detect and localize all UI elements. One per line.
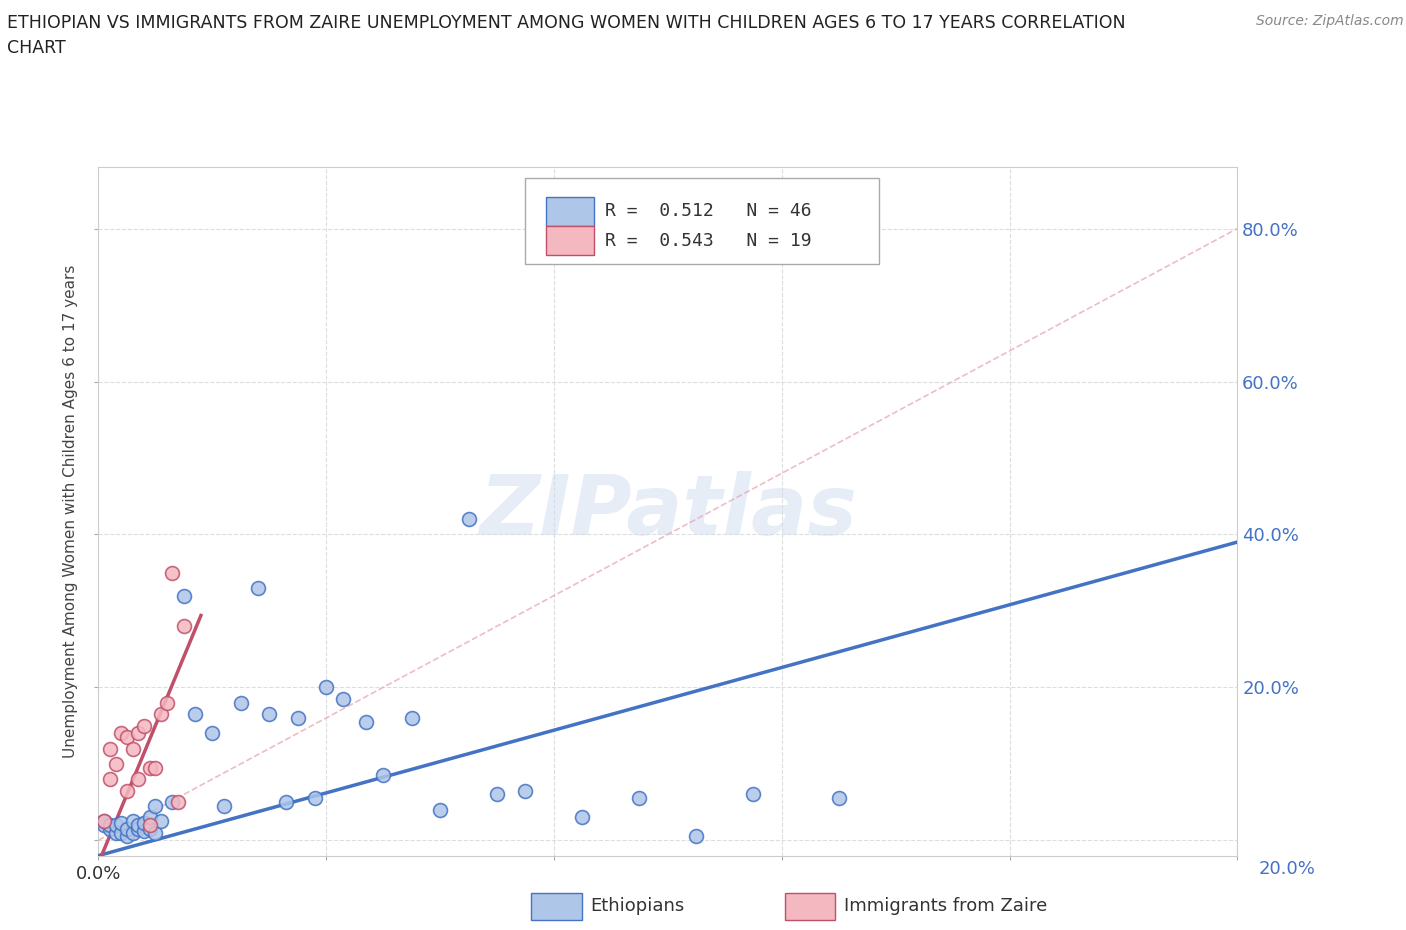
Point [515, 783, 537, 798]
Point [98, 821, 121, 836]
Point [115, 730, 138, 745]
Point [150, 814, 173, 829]
Point [145, 760, 167, 775]
Point [150, 707, 173, 722]
Point [104, 817, 127, 832]
Point [685, 829, 707, 844]
Point [98, 741, 121, 756]
Point [457, 512, 479, 526]
Point [354, 714, 377, 729]
Point [132, 816, 155, 830]
Point [138, 821, 160, 836]
Point [571, 810, 593, 825]
Point [287, 711, 309, 725]
Text: Source: ZipAtlas.com: Source: ZipAtlas.com [1256, 14, 1403, 28]
Point [121, 741, 143, 756]
Text: 20.0%: 20.0% [1258, 859, 1315, 878]
Point [173, 618, 195, 633]
Point [104, 756, 127, 771]
Point [742, 787, 765, 802]
Point [162, 565, 184, 580]
Point [145, 799, 167, 814]
Point [246, 580, 269, 595]
FancyBboxPatch shape [546, 226, 593, 255]
Point [156, 696, 179, 711]
Point [628, 790, 651, 805]
Point [93, 814, 115, 829]
Point [373, 768, 395, 783]
Text: Ethiopians: Ethiopians [591, 897, 685, 915]
Point [127, 772, 149, 787]
Point [212, 799, 235, 814]
Point [167, 794, 190, 809]
Point [127, 817, 149, 832]
Point [110, 816, 132, 830]
Point [486, 787, 509, 802]
Point [138, 810, 160, 825]
Point [115, 829, 138, 844]
Point [332, 691, 354, 706]
Point [162, 794, 184, 809]
Point [145, 825, 167, 840]
Point [229, 696, 252, 711]
Point [110, 725, 132, 740]
Point [138, 760, 160, 775]
Point [127, 725, 149, 740]
Text: R =  0.543   N = 19: R = 0.543 N = 19 [605, 232, 811, 249]
Point [173, 588, 195, 603]
Point [828, 790, 851, 805]
Y-axis label: Unemployment Among Women with Children Ages 6 to 17 years: Unemployment Among Women with Children A… [63, 265, 79, 758]
Point [98, 772, 121, 787]
Text: ZIPatlas: ZIPatlas [479, 471, 856, 552]
Point [93, 814, 115, 829]
Point [132, 824, 155, 839]
Point [93, 817, 115, 832]
Point [184, 707, 207, 722]
Point [110, 825, 132, 840]
Point [429, 803, 451, 817]
Point [115, 821, 138, 836]
Point [132, 718, 155, 733]
Point [259, 707, 281, 722]
Point [304, 790, 326, 805]
Point [121, 814, 143, 829]
Point [401, 711, 423, 725]
Point [104, 825, 127, 840]
Point [201, 725, 224, 740]
FancyBboxPatch shape [526, 178, 879, 264]
Point [98, 817, 121, 832]
Point [276, 794, 298, 809]
Text: CHART: CHART [7, 39, 66, 57]
Text: ETHIOPIAN VS IMMIGRANTS FROM ZAIRE UNEMPLOYMENT AMONG WOMEN WITH CHILDREN AGES 6: ETHIOPIAN VS IMMIGRANTS FROM ZAIRE UNEMP… [7, 14, 1126, 32]
Point [127, 821, 149, 836]
Point [115, 783, 138, 798]
Text: R =  0.512   N = 46: R = 0.512 N = 46 [605, 202, 811, 220]
Point [121, 825, 143, 840]
FancyBboxPatch shape [546, 197, 593, 226]
Text: Immigrants from Zaire: Immigrants from Zaire [844, 897, 1047, 915]
Point [138, 817, 160, 832]
Point [315, 680, 337, 695]
